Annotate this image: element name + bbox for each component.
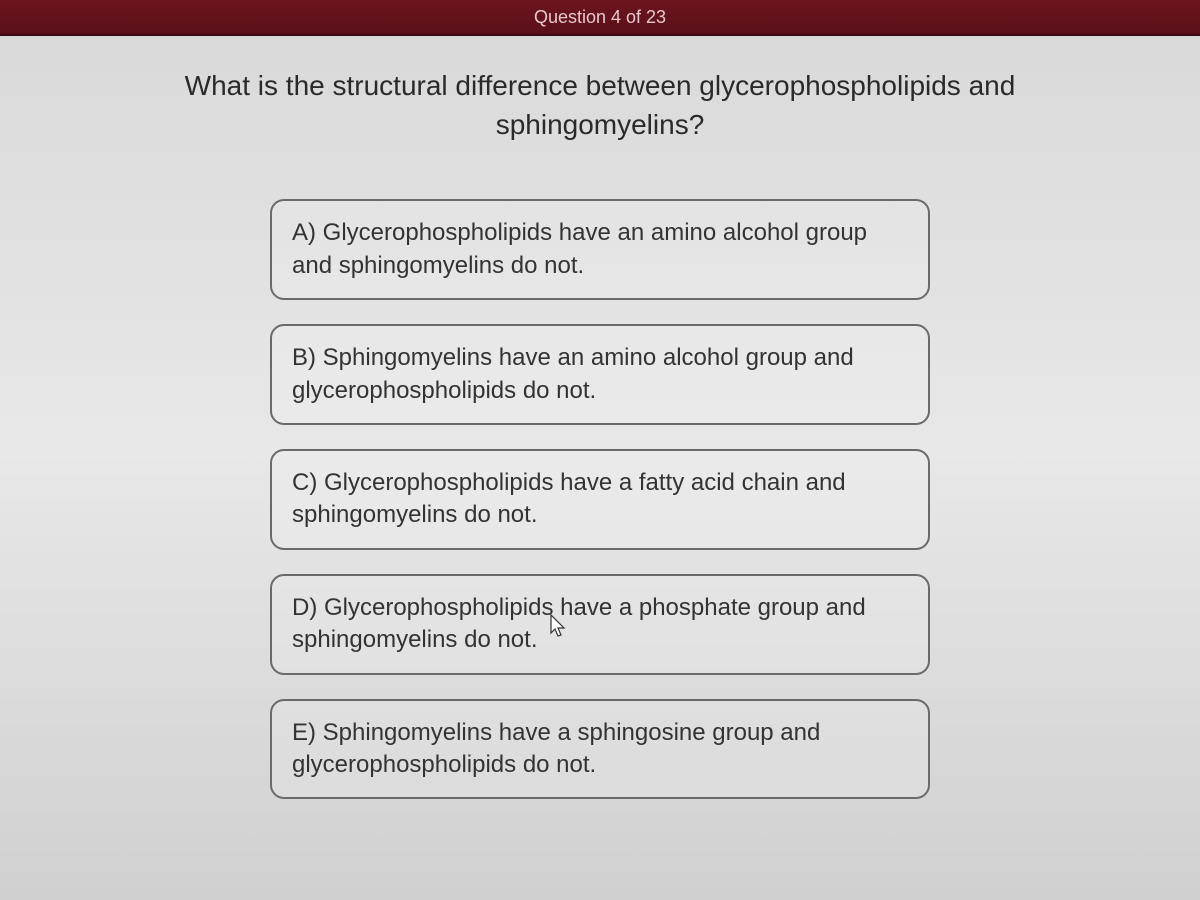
question-counter: Question 4 of 23 [534, 7, 666, 28]
quiz-content-area: What is the structural difference betwee… [0, 36, 1200, 859]
option-c[interactable]: C) Glycerophospholipids have a fatty aci… [270, 449, 930, 550]
option-a[interactable]: A) Glycerophospholipids have an amino al… [270, 199, 930, 300]
question-text: What is the structural difference betwee… [140, 66, 1060, 144]
option-e[interactable]: E) Sphingomyelins have a sphingosine gro… [270, 699, 930, 800]
option-b[interactable]: B) Sphingomyelins have an amino alcohol … [270, 324, 930, 425]
quiz-header-bar: Question 4 of 23 [0, 0, 1200, 36]
option-d[interactable]: D) Glycerophospholipids have a phosphate… [270, 574, 930, 675]
options-container: A) Glycerophospholipids have an amino al… [270, 199, 930, 799]
